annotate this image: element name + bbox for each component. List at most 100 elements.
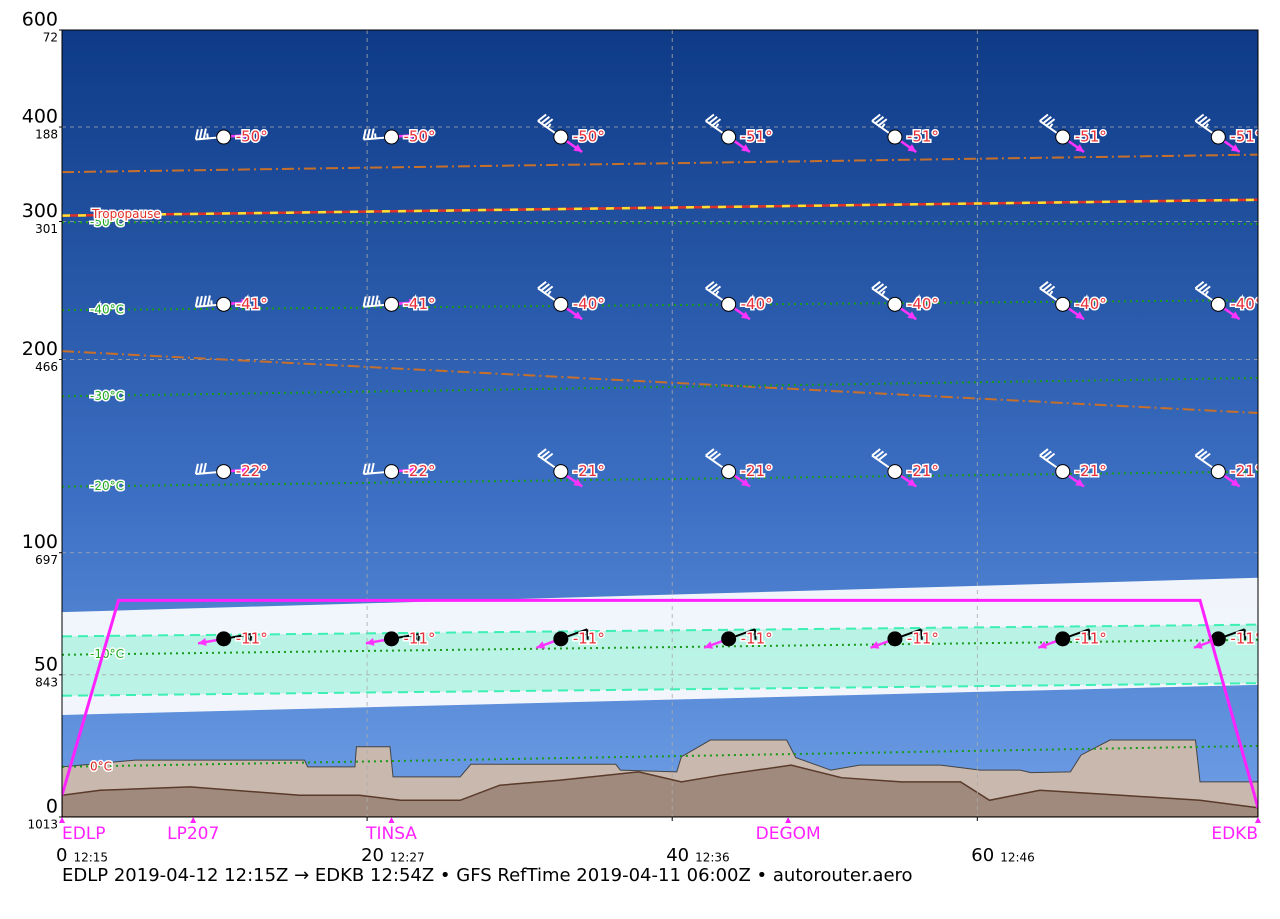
wind-barb — [705, 448, 730, 473]
temperature-label: -11° — [1230, 629, 1262, 647]
wind-arrow-head — [704, 641, 714, 649]
station — [721, 296, 737, 312]
wind-arrow-head — [536, 641, 546, 649]
wind-arrow-head — [573, 311, 583, 320]
station — [553, 464, 569, 480]
x-time-label: 12:15 — [73, 851, 108, 865]
station — [1210, 129, 1226, 145]
temperature-label: -11° — [573, 629, 605, 647]
x-time-label: 12:36 — [695, 851, 730, 865]
station — [384, 296, 400, 312]
station — [384, 129, 400, 145]
wind-arrow-head — [573, 478, 583, 487]
station — [721, 464, 737, 480]
fl-tick-label: 600 — [22, 9, 58, 31]
temperature-label: -51° — [907, 128, 939, 146]
wind-arrow-head — [907, 478, 917, 487]
axes: 1013084350697100466200301300188400726000… — [22, 9, 1261, 866]
temperature-label: -40° — [741, 295, 773, 313]
wind-arrow-head — [1038, 641, 1048, 649]
wind-barb — [362, 462, 392, 476]
wind-arrow-head — [241, 131, 250, 140]
isotherm — [62, 744, 1258, 768]
x-time-label: 12:27 — [390, 851, 425, 865]
wind-arrow-head — [573, 144, 583, 152]
waypoint-marker — [785, 817, 792, 823]
waypoint-label: EDKB — [1211, 824, 1258, 844]
wind-barb — [871, 113, 896, 138]
waypoint-label: LP207 — [167, 824, 219, 844]
station — [887, 631, 903, 647]
station — [384, 464, 400, 480]
isotherm-label: -20°C — [90, 479, 124, 493]
fl-tick-label: 0 — [46, 796, 58, 818]
temperature-label: -11° — [1075, 629, 1107, 647]
temperature-label: -51° — [1075, 128, 1107, 146]
wind-arrow-head — [1230, 311, 1240, 320]
pressure-tick-label: 843 — [35, 675, 58, 689]
waypoint-marker — [59, 817, 65, 823]
temperature-label: -50° — [404, 128, 436, 146]
x-tick-label: 0 — [56, 845, 67, 866]
temperature-label: -11° — [907, 629, 939, 647]
pressure-tick-label: 301 — [35, 222, 58, 236]
waypoint-label: DEGOM — [756, 824, 821, 844]
wind-arrow-head — [365, 638, 375, 646]
waypoint-label: TINSA — [365, 824, 417, 844]
isotherm — [62, 221, 1258, 226]
temperature-label: -21° — [1230, 462, 1262, 480]
waypoint-label: EDLP — [62, 824, 106, 844]
station — [216, 296, 232, 312]
station — [1210, 464, 1226, 480]
temperature-label: -50° — [236, 128, 268, 146]
station — [887, 129, 903, 145]
wind-barb — [1194, 113, 1219, 138]
wind-arrow-head — [409, 466, 418, 475]
waypoint-marker — [1255, 817, 1261, 823]
fl-tick-label: 50 — [34, 653, 58, 675]
x-tick-label: 40 — [666, 845, 689, 866]
isotherm-label: -30°C — [90, 389, 124, 403]
temperature-label: -40° — [1075, 295, 1107, 313]
wind-arrow-head — [241, 466, 250, 475]
temperature-label: -40° — [907, 295, 939, 313]
station — [721, 631, 737, 647]
station — [887, 296, 903, 312]
pressure-tick-label: 1013 — [27, 818, 58, 832]
caption: EDLP 2019-04-12 12:15Z → EDKB 12:54Z • G… — [62, 865, 913, 886]
terrain — [62, 764, 1258, 817]
wind-arrow-head — [1075, 478, 1085, 487]
temperature-label: -21° — [573, 462, 605, 480]
temperature-label: -11° — [404, 629, 436, 647]
temperature-label: -11° — [741, 629, 773, 647]
cloud-layer — [62, 577, 1258, 715]
temperature-label: -40° — [573, 295, 605, 313]
wind-barb — [1039, 448, 1064, 473]
station — [553, 631, 569, 647]
temperature-label: -41° — [236, 295, 268, 313]
temperature-label: -50° — [573, 128, 605, 146]
temperature-label: -22° — [236, 462, 268, 480]
x-tick-label: 20 — [361, 845, 384, 866]
temperature-label: -22° — [404, 462, 436, 480]
wind-arrow-head — [1193, 641, 1203, 649]
station — [216, 631, 232, 647]
wind-barb — [705, 281, 730, 306]
isotherm-label: -10°C — [90, 647, 124, 661]
wind-arrow-head — [1075, 311, 1085, 320]
wind-barb — [1039, 113, 1064, 138]
fl-tick-label: 200 — [22, 338, 58, 360]
station — [216, 129, 232, 145]
wind-arrow-head — [1230, 478, 1240, 487]
temperature-label: -51° — [741, 128, 773, 146]
plot: -50°C -40°C -30°C -20°C -10°C 0°C Tropopause -5… — [62, 30, 1262, 817]
temperature-label: -21° — [1075, 462, 1107, 480]
isotherm — [62, 376, 1258, 398]
wind-arrow-head — [409, 298, 418, 307]
wind-barb — [1039, 281, 1064, 306]
temperature-label: -21° — [907, 462, 939, 480]
wind-arrow-head — [241, 298, 250, 307]
icing-edge — [62, 623, 1258, 638]
station — [887, 464, 903, 480]
